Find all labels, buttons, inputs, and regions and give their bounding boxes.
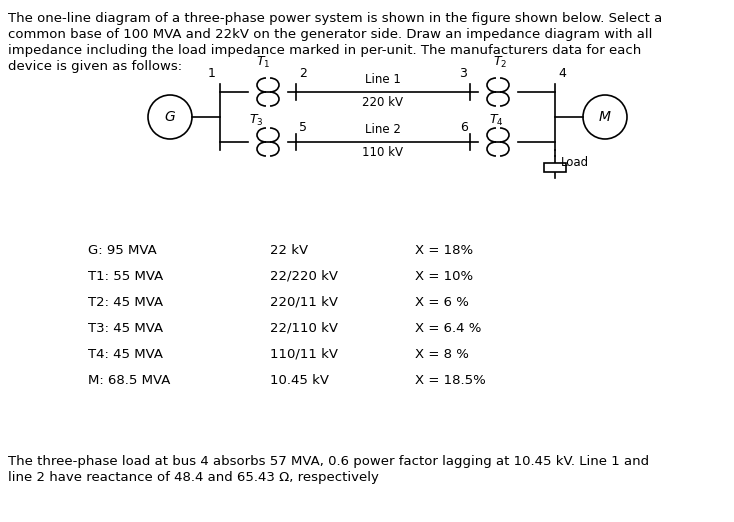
Text: G: 95 MVA: G: 95 MVA bbox=[88, 243, 157, 256]
Text: The one-line diagram of a three-phase power system is shown in the figure shown : The one-line diagram of a three-phase po… bbox=[8, 12, 662, 25]
Text: X = 8 %: X = 8 % bbox=[415, 348, 469, 361]
Text: $T_1$: $T_1$ bbox=[256, 55, 270, 70]
Text: X = 18.5%: X = 18.5% bbox=[415, 374, 486, 386]
Text: X = 10%: X = 10% bbox=[415, 269, 473, 282]
Text: 220 kV: 220 kV bbox=[363, 96, 404, 109]
Bar bbox=[544, 163, 566, 172]
Text: T3: 45 MVA: T3: 45 MVA bbox=[88, 322, 163, 335]
Text: 5: 5 bbox=[299, 121, 307, 134]
Text: impedance including the load impedance marked in per-unit. The manufacturers dat: impedance including the load impedance m… bbox=[8, 44, 642, 57]
Text: 220/11 kV: 220/11 kV bbox=[270, 295, 338, 309]
Text: 10.45 kV: 10.45 kV bbox=[270, 374, 329, 386]
Text: 22/220 kV: 22/220 kV bbox=[270, 269, 338, 282]
Text: 110 kV: 110 kV bbox=[363, 146, 404, 159]
Text: 6: 6 bbox=[460, 121, 468, 134]
Text: 3: 3 bbox=[459, 67, 467, 80]
Text: G: G bbox=[164, 110, 175, 124]
Text: T1: 55 MVA: T1: 55 MVA bbox=[88, 269, 163, 282]
Text: $T_2$: $T_2$ bbox=[493, 55, 507, 70]
Text: $T_4$: $T_4$ bbox=[489, 113, 504, 128]
Text: Line 1: Line 1 bbox=[365, 73, 401, 86]
Text: 110/11 kV: 110/11 kV bbox=[270, 348, 338, 361]
Text: T2: 45 MVA: T2: 45 MVA bbox=[88, 295, 163, 309]
Text: 4: 4 bbox=[558, 67, 566, 80]
Text: The three-phase load at bus 4 absorbs 57 MVA, 0.6 power factor lagging at 10.45 : The three-phase load at bus 4 absorbs 57… bbox=[8, 455, 649, 468]
Text: X = 18%: X = 18% bbox=[415, 243, 473, 256]
Text: X = 6.4 %: X = 6.4 % bbox=[415, 322, 482, 335]
Text: 22 kV: 22 kV bbox=[270, 243, 308, 256]
Text: T4: 45 MVA: T4: 45 MVA bbox=[88, 348, 163, 361]
Text: Line 2: Line 2 bbox=[365, 123, 401, 136]
Text: 1: 1 bbox=[208, 67, 216, 80]
Text: line 2 have reactance of 48.4 and 65.43 Ω, respectively: line 2 have reactance of 48.4 and 65.43 … bbox=[8, 471, 379, 484]
Text: 2: 2 bbox=[299, 67, 307, 80]
Text: common base of 100 MVA and 22kV on the generator side. Draw an impedance diagram: common base of 100 MVA and 22kV on the g… bbox=[8, 28, 653, 41]
Text: device is given as follows:: device is given as follows: bbox=[8, 60, 182, 73]
Text: Load: Load bbox=[561, 157, 589, 170]
Text: M: 68.5 MVA: M: 68.5 MVA bbox=[88, 374, 170, 386]
Text: M: M bbox=[599, 110, 611, 124]
Text: $T_3$: $T_3$ bbox=[249, 113, 264, 128]
Text: 22/110 kV: 22/110 kV bbox=[270, 322, 338, 335]
Text: X = 6 %: X = 6 % bbox=[415, 295, 469, 309]
